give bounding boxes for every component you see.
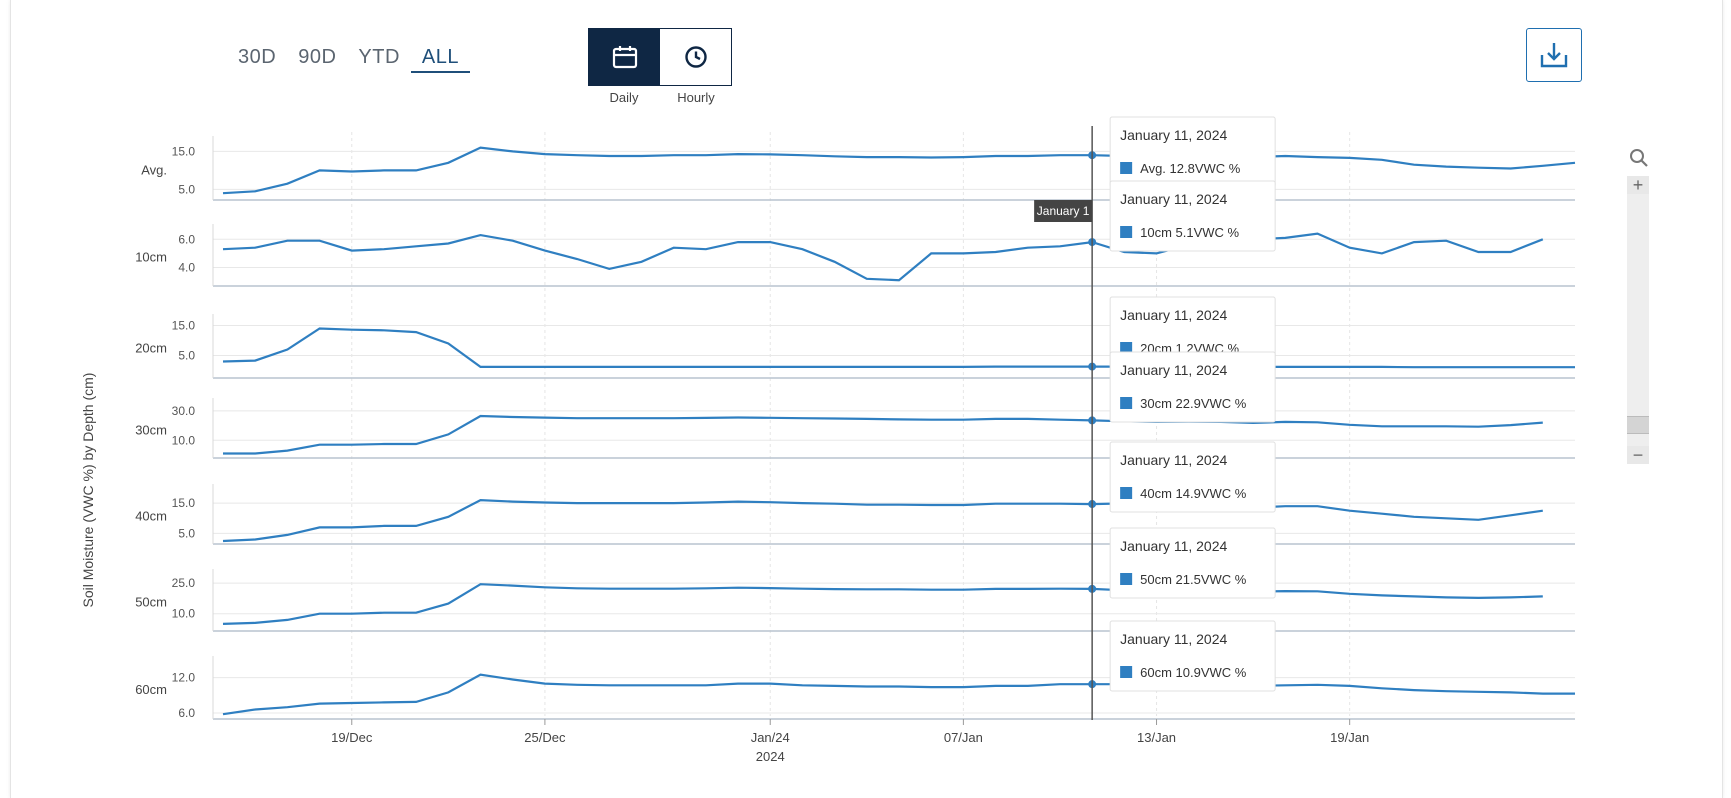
x-tick-label: 25/Dec [524,730,566,745]
x-tick-label: 19/Dec [331,730,373,745]
tooltip-10cm: January 11, 2024 10cm 5.1VWC % [1109,180,1276,252]
granularity-toggle [588,28,732,86]
series-line [222,583,1543,625]
tooltip-value: 10cm 5.1VWC % [1140,225,1239,240]
tooltip-value: Avg. 12.8VWC % [1140,161,1241,176]
series-line [222,327,1575,369]
x-tick-label: 07/Jan [944,730,983,745]
daily-button[interactable] [589,29,660,85]
y-tick-label: 30.0 [172,404,196,418]
y-tick-label: 6.0 [178,232,195,246]
hourly-label: Hourly [677,90,715,105]
tooltip-swatch [1120,342,1133,354]
tooltip-box [1109,180,1276,252]
zoom-handle[interactable] [1627,416,1649,434]
range-selector: 30D 90D YTD ALL [227,44,470,73]
y-tick-label: 15.0 [172,319,196,333]
y-tick-label: 6.0 [178,706,195,720]
tooltip-date: January 11, 2024 [1120,631,1227,647]
y-tick-label: 12.0 [172,671,196,685]
tooltip-60cm: January 11, 2024 60cm 10.9VWC % [1109,620,1276,692]
x-tick-label: 13/Jan [1137,730,1176,745]
series-line [222,498,1543,543]
series-panel-50cm: 10.0 25.0 50cm [135,569,1575,632]
series-panel-20cm: 5.0 15.0 20cm [135,314,1575,379]
x-tick-label: 19/Jan [1330,730,1369,745]
range-90d-button[interactable]: 90D [298,46,337,68]
series-panel-30cm: 10.0 30.0 30cm [135,398,1575,459]
tooltip-date: January 11, 2024 [1120,538,1227,554]
series-panel-Avg: 5.0 15.0 Avg. [141,136,1576,201]
y-tick-label: 10.0 [172,433,196,447]
daily-label: Daily [609,90,639,105]
y-tick-label: 15.0 [172,496,196,510]
x-tick-label: Jan/24 [751,730,790,745]
range-30d-button[interactable]: 30D [238,46,277,68]
tooltip-value: 30cm 22.9VWC % [1140,396,1247,411]
y-tick-label: 25.0 [172,576,196,590]
series-line [222,146,1576,195]
series-line [223,414,1543,455]
tooltip-value: 50cm 21.5VWC % [1140,572,1247,587]
tooltip-box [1109,351,1276,423]
tooltip-date: January 11, 2024 [1120,127,1227,143]
series-panel-60cm: 6.0 12.0 60cm [135,656,1575,720]
range-ytd-button[interactable]: YTD [358,46,400,68]
series-name-label: 40cm [135,509,167,524]
download-icon [1540,43,1568,68]
y-tick-label: 5.0 [178,526,195,540]
series-line [222,232,1544,282]
tooltip-swatch [1120,666,1133,678]
y-tick-label: 4.0 [178,260,195,274]
x-tick-sublabel: 2024 [756,749,785,764]
clock-icon [684,46,707,68]
tooltip-swatch [1120,162,1133,174]
chart-card [10,0,1723,798]
tooltip-swatch [1120,226,1133,238]
hover-axis-label: January 1 [1037,204,1090,218]
tooltip-date: January 11, 2024 [1120,191,1227,207]
tooltip-box [1109,441,1276,513]
series-name-label: Avg. [141,163,167,178]
granularity-labels: Daily Hourly [588,90,732,105]
series-name-label: 60cm [135,682,167,697]
series-name-label: 50cm [135,595,167,610]
series-name-label: 20cm [135,341,167,356]
zoom-search-icon[interactable] [1629,148,1649,168]
calendar-icon [612,46,637,69]
tooltip-date: January 11, 2024 [1120,452,1227,468]
zoom-in-button[interactable]: + [1627,176,1649,194]
tooltip-30cm: January 11, 2024 30cm 22.9VWC % [1109,351,1276,423]
zoom-control: + − [1624,148,1652,468]
series-name-label: 30cm [135,423,167,438]
y-tick-label: 10.0 [172,607,196,621]
hourly-button[interactable] [660,29,731,85]
tooltip-swatch [1120,487,1133,499]
tooltip-date: January 11, 2024 [1120,362,1227,378]
tooltip-Avg: January 11, 2024 Avg. 12.8VWC % [1109,116,1276,188]
range-all-button[interactable]: ALL [410,44,470,73]
hover-axis-badge [1034,200,1093,222]
series-line [222,673,1575,716]
y-tick-label: 15.0 [172,144,196,158]
tooltip-50cm: January 11, 2024 50cm 21.5VWC % [1109,527,1276,599]
zoom-track[interactable] [1627,182,1649,448]
download-button[interactable] [1526,28,1582,82]
zoom-out-button[interactable]: − [1627,446,1649,464]
y-tick-label: 5.0 [178,349,195,363]
tooltip-box [1109,620,1276,692]
series-panel-10cm: 4.0 6.0 10cm [135,224,1575,287]
series-panel-40cm: 5.0 15.0 40cm [135,484,1575,545]
tooltip-date: January 11, 2024 [1120,307,1227,323]
tooltip-swatch [1120,573,1133,585]
series-name-label: 10cm [135,250,167,265]
tooltip-swatch [1120,397,1133,409]
tooltip-40cm: January 11, 2024 40cm 14.9VWC % [1109,441,1276,513]
tooltip-value: 40cm 14.9VWC % [1140,486,1247,501]
tooltip-box [1109,527,1276,599]
tooltip-value: 60cm 10.9VWC % [1140,665,1247,680]
y-tick-label: 5.0 [178,182,195,196]
